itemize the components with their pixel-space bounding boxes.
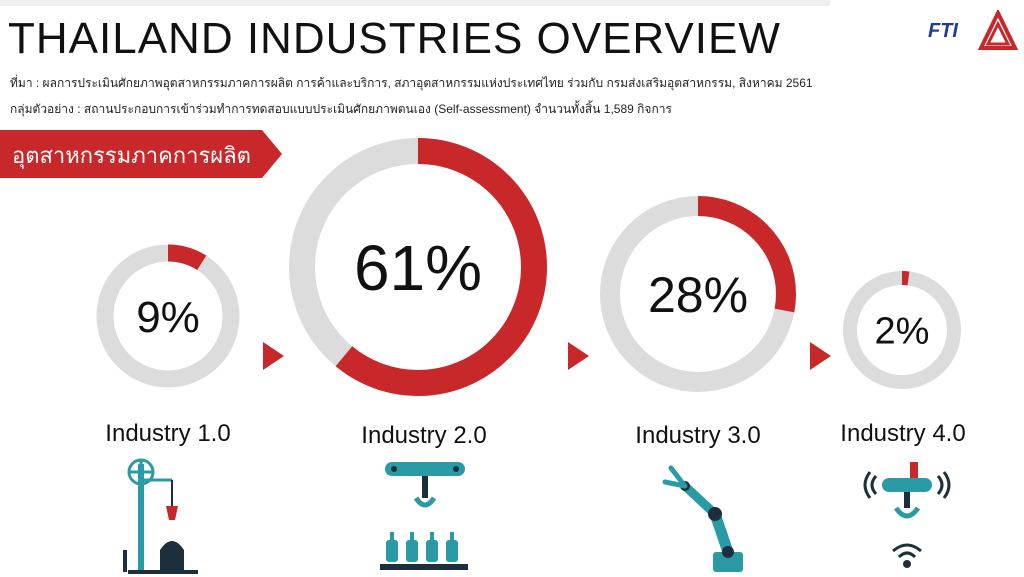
industry-2-label: Industry 2.0 xyxy=(361,422,487,449)
section-banner xyxy=(0,130,282,178)
industry-1-label: Industry 1.0 xyxy=(105,420,231,447)
donut-slice-industry-1 xyxy=(96,244,240,388)
flow-arrow xyxy=(810,342,831,370)
windmill-press-icon xyxy=(123,458,198,574)
donut-value-label: 2% xyxy=(875,311,930,353)
logo-text: FTI xyxy=(928,20,958,42)
section-banner-label: อุตสาหกรรมภาคการผลิต xyxy=(12,143,251,168)
conveyor-gripper-icon xyxy=(380,462,468,570)
fti-logo-icon xyxy=(978,10,1018,50)
industry-3-label: Industry 3.0 xyxy=(635,422,761,449)
industry-4-label: Industry 4.0 xyxy=(840,420,966,447)
source-line: ที่มา : ผลการประเมินศักยภาพอุตสาหกรรมภาค… xyxy=(10,76,813,90)
flow-arrow xyxy=(568,342,589,370)
wireless-gripper-icon xyxy=(863,462,951,568)
donut-slice-industry-2 xyxy=(289,138,547,396)
robot-arm-icon xyxy=(662,465,743,572)
donut-value-label: 9% xyxy=(136,293,200,342)
top-bar xyxy=(0,0,830,6)
donut-slice-industry-3 xyxy=(600,196,796,392)
flow-arrow xyxy=(263,342,284,370)
donut-value-label: 61% xyxy=(354,232,482,304)
donut-value-label: 28% xyxy=(648,267,748,323)
donut-slice-industry-4 xyxy=(843,271,961,389)
fti-logo: FTI xyxy=(928,10,1018,56)
page-title: THAILAND INDUSTRIES OVERVIEW xyxy=(8,14,781,63)
sample-line: กลุ่มตัวอย่าง : สถานประกอบการเข้าร่วมทำก… xyxy=(10,102,672,116)
